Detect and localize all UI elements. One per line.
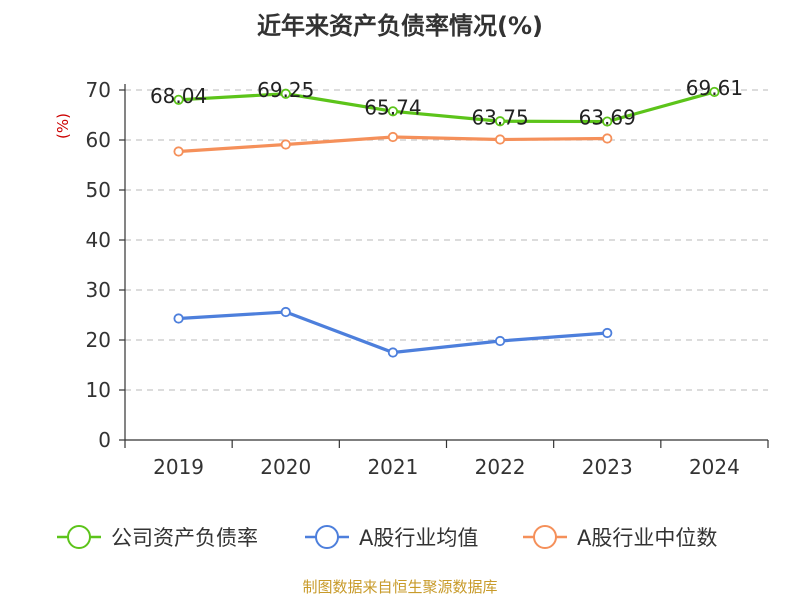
grid-layer bbox=[125, 89, 768, 391]
data-label: 69.25 bbox=[257, 78, 314, 102]
data-point-0 bbox=[494, 116, 506, 127]
series-line-0 bbox=[178, 90, 715, 124]
legend-label-0: 公司资产负债率 bbox=[111, 526, 258, 550]
y-tick-label: 50 bbox=[86, 178, 111, 202]
x-tick-label: 2021 bbox=[367, 455, 418, 479]
legend-marker-1 bbox=[315, 525, 339, 549]
data-label: 68.04 bbox=[150, 84, 207, 108]
x-tick-label: 2019 bbox=[153, 455, 204, 479]
data-label: 69.61 bbox=[686, 76, 743, 100]
x-tick-label: 2020 bbox=[260, 455, 311, 479]
source-note: 制图数据来自恒生聚源数据库 bbox=[302, 578, 497, 596]
y-tick-label: 20 bbox=[86, 328, 111, 352]
series-layer bbox=[173, 86, 720, 358]
legend-marker-0 bbox=[67, 525, 91, 549]
data-point-2 bbox=[494, 134, 506, 145]
data-point-1 bbox=[387, 347, 399, 358]
data-label-layer: 68.04 69.25 65.74 63.75 63.69 69.61 bbox=[150, 76, 743, 130]
data-point-0 bbox=[280, 88, 291, 99]
axis-layer: 0 10 20 30 40 50 60 70 2019 2020 2021 2022 2023 2024 bbox=[86, 78, 769, 479]
data-point-1 bbox=[494, 335, 506, 347]
data-point-0 bbox=[709, 86, 720, 98]
data-point-1 bbox=[602, 327, 613, 339]
legend-marker-2 bbox=[533, 525, 557, 549]
chart-title: 近年来资产负债率情况(%) bbox=[257, 12, 543, 40]
x-tick-label: 2023 bbox=[582, 455, 633, 479]
y-tick-label: 70 bbox=[86, 78, 111, 102]
data-point-1 bbox=[280, 306, 291, 318]
data-label: 63.69 bbox=[579, 106, 636, 130]
y-tick-label: 10 bbox=[86, 378, 111, 402]
data-point-0 bbox=[602, 116, 613, 127]
data-point-2 bbox=[280, 139, 291, 150]
y-tick-label: 0 bbox=[98, 428, 111, 452]
y-tick-label: 60 bbox=[86, 128, 111, 152]
data-point-2 bbox=[173, 146, 184, 157]
data-point-2 bbox=[602, 133, 613, 144]
y-tick-label: 40 bbox=[86, 228, 111, 252]
legend: 公司资产负债率 A股行业均值 A股行业中位数 bbox=[57, 525, 717, 550]
series-line-1 bbox=[178, 310, 608, 355]
data-point-0 bbox=[173, 94, 184, 105]
data-point-2 bbox=[387, 131, 399, 143]
legend-label-2: A股行业中位数 bbox=[577, 526, 717, 550]
x-tick-label: 2024 bbox=[689, 455, 740, 479]
data-label: 65.74 bbox=[364, 95, 421, 119]
data-point-0 bbox=[387, 106, 399, 117]
x-tick-label: 2022 bbox=[475, 455, 526, 479]
y-tick-label: 30 bbox=[86, 278, 111, 302]
data-label: 63.75 bbox=[471, 105, 528, 129]
data-point-1 bbox=[173, 313, 184, 324]
legend-label-1: A股行业均值 bbox=[359, 526, 478, 550]
y-axis-label: (%) bbox=[54, 113, 72, 139]
